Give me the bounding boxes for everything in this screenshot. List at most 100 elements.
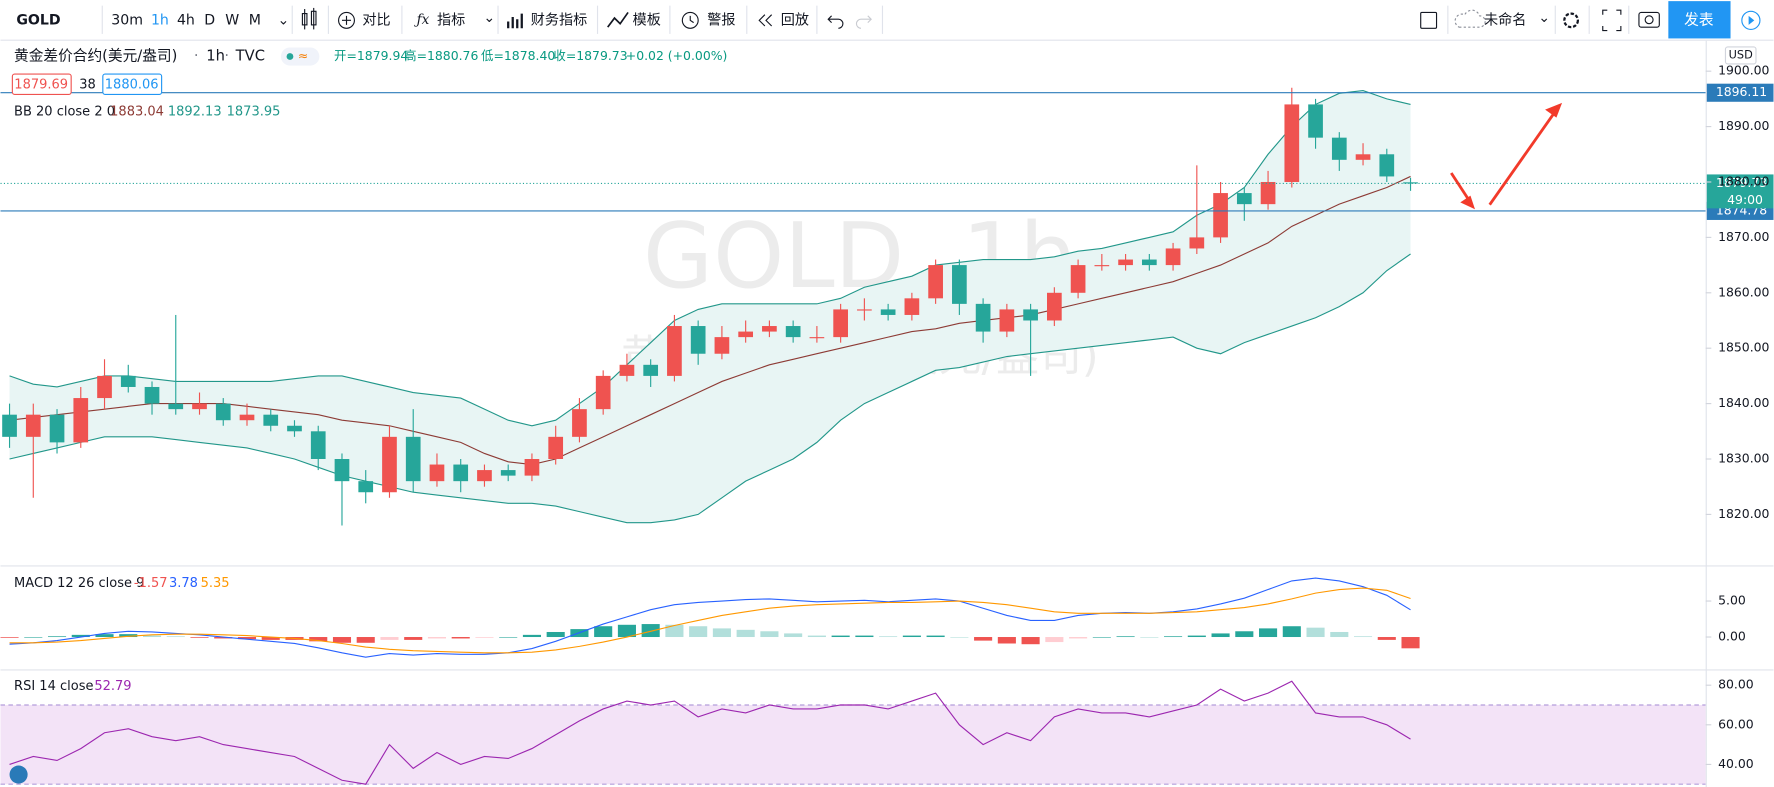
symbol[interactable]: GOLD	[16, 12, 60, 28]
countdown: 49:00	[1727, 192, 1763, 207]
settings[interactable]	[1563, 12, 1580, 29]
replay-icon[interactable]	[758, 14, 773, 27]
candle-body	[524, 458, 540, 476]
undo[interactable]	[827, 15, 844, 29]
macd-histogram	[689, 626, 708, 638]
redo[interactable]	[855, 15, 872, 29]
templates-icon[interactable]	[607, 11, 629, 28]
candle-body	[1236, 193, 1252, 205]
macd-histogram	[24, 637, 43, 638]
candle-body	[975, 303, 991, 332]
interval[interactable]: 4h	[177, 12, 195, 28]
bb-label: BB 20 close 2 0	[14, 104, 115, 119]
toolbar-button[interactable]: 模板	[633, 12, 661, 28]
bid-box[interactable]	[11, 73, 72, 95]
candle-body	[857, 309, 872, 311]
candle-body	[809, 337, 825, 339]
candle-body	[1308, 104, 1323, 138]
candle-body	[1331, 137, 1347, 160]
candle-body	[1260, 181, 1276, 205]
candle-body	[952, 265, 967, 304]
candle-body	[1047, 292, 1062, 321]
macd-histogram	[237, 637, 257, 640]
macd-histogram	[1330, 631, 1349, 638]
currency-box[interactable]	[1724, 46, 1757, 65]
candle-body	[880, 309, 896, 315]
interval[interactable]: M	[249, 12, 261, 28]
publish-button[interactable]	[1668, 1, 1731, 39]
macd-histogram	[594, 626, 613, 638]
interval[interactable]: W	[225, 12, 239, 28]
macd-histogram	[1187, 635, 1206, 638]
status-badge[interactable]	[280, 47, 320, 66]
legend-interval: 1h	[206, 48, 225, 65]
layout-name[interactable]: 未命名	[1484, 11, 1526, 28]
financials-icon[interactable]	[507, 13, 523, 29]
macd-histogram	[950, 637, 969, 638]
hline-label: 1896.11	[1716, 84, 1767, 99]
y-tick-label: 1840.00	[1718, 395, 1769, 410]
screenshot[interactable]	[1638, 11, 1660, 28]
candle-body	[25, 414, 41, 437]
indicators-menu[interactable]: ⌄	[483, 10, 495, 26]
macd-histogram	[641, 624, 660, 638]
macd-histogram	[1401, 637, 1420, 649]
interval[interactable]: 30m	[111, 12, 143, 28]
layout-menu[interactable]: ⌄	[1538, 10, 1550, 26]
candle-body	[168, 403, 184, 410]
indicators-icon[interactable]: ƒx	[414, 12, 430, 28]
macd-histogram	[261, 637, 280, 640]
compare-icon[interactable]	[338, 11, 355, 29]
candle-body	[762, 326, 777, 332]
toolbar-button[interactable]: 指标	[437, 12, 465, 28]
candle-body	[287, 425, 302, 432]
replay-play[interactable]	[1741, 10, 1761, 30]
macd-histogram	[332, 637, 352, 643]
macd-histogram	[546, 631, 565, 638]
candle-body	[785, 326, 801, 338]
candle-body	[1023, 309, 1038, 321]
candle-body	[382, 436, 397, 493]
toolbar-button[interactable]: 对比	[362, 12, 390, 28]
macd-histogram	[1211, 633, 1230, 638]
candle-body	[1213, 193, 1228, 238]
symbol-title: 黄金差价合约(美元/盎司)	[14, 48, 177, 65]
alert-icon[interactable]	[681, 11, 699, 29]
delay-icon: ≈	[298, 48, 308, 63]
macd-histogram	[451, 637, 470, 639]
macd-histogram	[1377, 637, 1396, 640]
candle-body	[310, 431, 326, 459]
macd-histogram	[0, 637, 19, 638]
y-tick-label: 60.00	[1718, 716, 1754, 731]
bb-value: 1873.95	[227, 104, 281, 119]
tv-logo[interactable]	[9, 765, 28, 784]
rsi-label: RSI 14 close	[14, 679, 93, 694]
candle-body	[1189, 237, 1205, 249]
candle-type-icon[interactable]	[301, 7, 317, 30]
toolbar-button[interactable]: 警报	[707, 12, 735, 28]
interval[interactable]: D	[204, 12, 215, 28]
macd-histogram	[997, 637, 1016, 644]
macd-histogram	[974, 637, 993, 641]
y-tick-label: 1870.00	[1718, 229, 1769, 244]
candle-body	[1379, 154, 1395, 177]
macd-histogram	[380, 637, 399, 640]
toolbar-button[interactable]: 回放	[781, 12, 809, 28]
fullscreen[interactable]	[1602, 9, 1622, 32]
interval-menu[interactable]: ⌄	[278, 12, 290, 28]
candle-body	[619, 364, 635, 376]
layout-select[interactable]	[1420, 11, 1438, 29]
ask-box[interactable]	[102, 73, 163, 95]
macd-histogram	[1259, 628, 1278, 638]
toolbar-button[interactable]: 财务指标	[531, 12, 588, 28]
legend-source: TVC	[235, 48, 265, 65]
dot: ·	[224, 48, 229, 65]
macd-label: MACD 12 26 close 9	[14, 576, 144, 591]
rsi-line	[9, 680, 1411, 785]
interval[interactable]: 1h	[151, 12, 169, 28]
candle-body	[120, 375, 136, 387]
macd-histogram	[499, 637, 518, 638]
candle-body	[334, 458, 350, 482]
macd-histogram	[736, 629, 755, 638]
